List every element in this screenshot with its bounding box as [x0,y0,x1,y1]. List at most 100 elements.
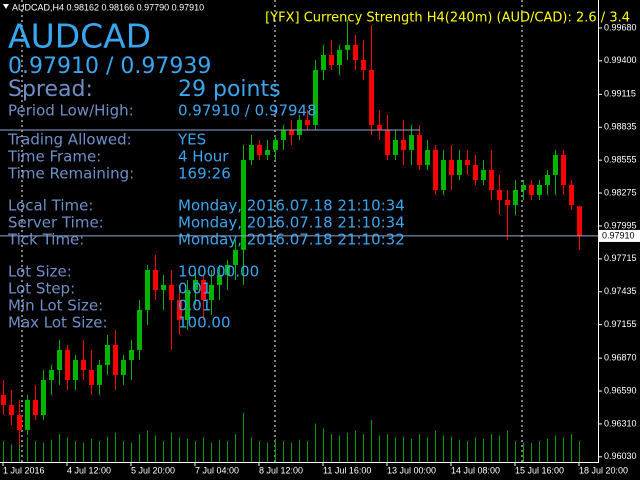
volume-bar [195,441,196,462]
volume-bar [435,430,436,462]
y-tick-label: 0.99115 [604,89,636,99]
candle-body [113,344,118,375]
volume-bar [59,434,60,462]
volume-bar [291,442,292,462]
volume-bar [323,428,324,462]
info-label: Server Time: [8,214,104,232]
volume-bar [299,439,300,462]
volume-bar [379,435,380,462]
volume-bar [3,441,4,462]
candle-body [177,299,182,320]
candle-body [9,405,14,416]
candle-body [73,360,78,380]
volume-bar [451,436,452,462]
candle-body [97,364,102,385]
volume-bar [347,432,348,462]
candle-body [329,54,334,65]
volume-bar [467,441,468,462]
volume-bar [107,436,108,462]
price-box [599,229,640,242]
y-tick-label: 0.96310 [604,418,637,428]
volume-bar [219,439,220,462]
spread-value: 29 points [178,77,281,102]
volume-bar [307,441,308,462]
candle-body [505,199,510,206]
x-tick-label: 13 Jul 00:00 [387,465,436,475]
info-value: 4 Hour [178,148,229,166]
volume-bar [403,436,404,462]
x-tick-label: 18 Jul 20:00 [579,465,628,475]
candle-body [161,284,166,290]
info-value: YES [177,131,206,149]
volume-bar [267,442,268,462]
x-tick-label: 1 Jul 2016 [3,465,45,475]
candle-body [57,349,62,370]
bid-ask: 0.97910 / 0.97939 [8,54,211,79]
volume-bar [187,438,188,462]
candle-body [481,170,486,181]
x-tick-label: 4 Jul 12:00 [67,465,111,475]
candle-body [41,379,46,416]
candle-body [89,369,94,385]
volume-bar [315,423,316,462]
volume-bar [555,435,556,462]
volume-bar [371,420,372,462]
y-tick-label: 0.96590 [604,385,637,395]
candle-body [473,164,478,181]
candle-body [353,45,358,61]
volume-bar [251,437,252,462]
volume-bar [131,442,132,462]
price-label: 0.97910 [602,230,635,240]
candle-body [545,174,550,185]
y-tick-label: 0.96870 [604,353,637,363]
volume-bar [203,437,204,462]
volume-bar [139,434,140,462]
candle-body [169,284,174,300]
plot-area [1,19,582,462]
info-value: 100.00 [178,314,231,332]
candle-body [457,160,462,175]
candle-body [257,144,262,155]
candle-body [465,160,470,165]
candle-body [137,309,142,350]
candle-body [225,264,230,275]
y-tick-label: 0.98555 [604,155,637,165]
volume-bar [539,441,540,462]
candle-body [313,70,318,126]
candle-body [409,135,414,150]
y-tick-label: 0.99400 [604,55,637,65]
volume-bar [155,435,156,462]
y-tick-label: 0.97715 [604,253,637,263]
candle-body [49,369,54,380]
info-value: 0.97910 / 0.97948 [178,102,317,120]
volume-bar [123,441,124,462]
volume-bar [443,435,444,462]
volume-bar [43,442,44,462]
volume-bar [179,437,180,462]
candle-body [81,360,86,370]
volume-bar [507,430,508,462]
candle-body [33,399,38,416]
volume-bar [27,437,28,462]
candle-body [401,139,406,150]
candle-body [553,154,558,175]
candle-body [241,160,246,250]
symbol: AUDCAD [8,17,151,56]
candle-body [529,184,534,195]
header: AUDCAD,H4 0.98162 0.98166 0.97790 0.9791… [12,2,204,12]
volume-bar [99,441,100,462]
candle-body [145,270,150,310]
candle-body [17,415,22,430]
y-tick-label: 0.97435 [604,286,637,296]
volume-bar [91,438,92,462]
volume-bar [363,434,364,462]
volume-bar [571,434,572,462]
volume-bar [579,441,580,462]
volume-bar [147,430,148,462]
info-value: 169:26 [178,165,231,183]
candle-body [425,149,430,165]
candle-body [537,184,542,195]
candle-body [249,144,254,161]
candle-body [185,289,190,320]
